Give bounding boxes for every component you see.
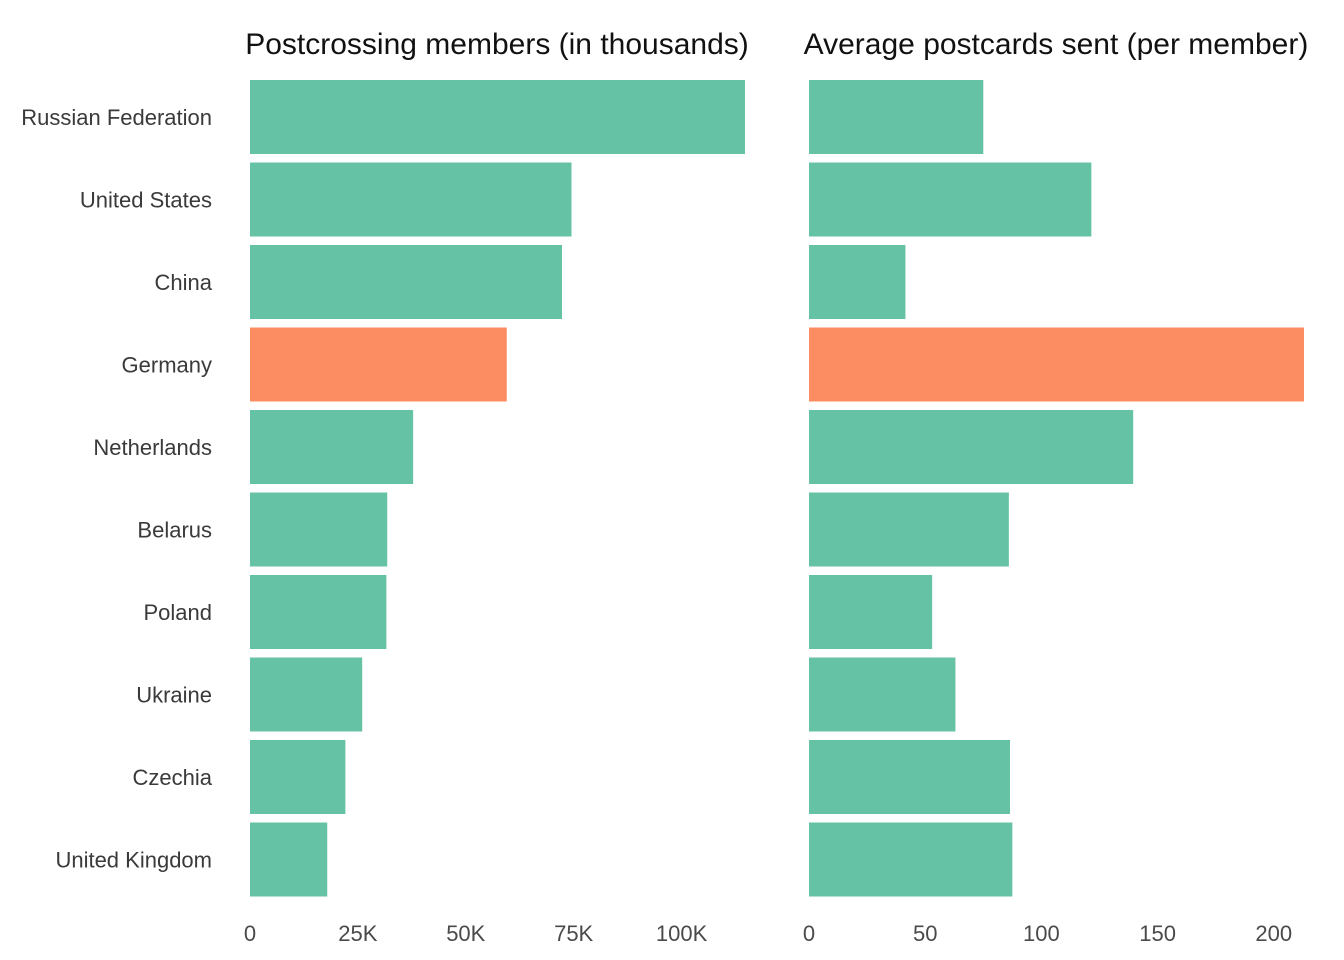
bar-average-ukraine [809,657,956,732]
x-tick-label: 50 [913,921,937,946]
x-tick-label: 100 [1023,921,1060,946]
x-tick-label: 150 [1139,921,1176,946]
category-label-china: China [155,270,213,295]
bar-members-germany [250,327,507,402]
bar-average-china [809,245,906,319]
average-postcards-panel: 0 50 100 150 200 [803,80,1304,946]
bar-average-belarus [809,492,1009,567]
bar-members-ukraine [250,657,363,732]
bar-members-united-kingdom [250,822,328,897]
bar-average-germany [809,327,1304,402]
bar-members-belarus [250,492,388,567]
chart-title-average: Average postcards sent (per member) [804,28,1309,61]
category-label-czechia: Czechia [133,765,213,790]
x-tick-label: 200 [1255,921,1292,946]
category-label-united-kingdom: United Kingdom [55,848,212,873]
bar-average-united-kingdom [809,822,1013,897]
bar-members-czechia [250,740,346,814]
chart-title-members: Postcrossing members (in thousands) [245,28,749,61]
x-tick-label: 0 [803,921,815,946]
x-tick-label: 0 [244,921,256,946]
bar-average-netherlands [809,410,1134,484]
bar-average-poland [809,575,933,649]
bar-average-united-states [809,162,1092,237]
bar-average-russian-federation [809,80,984,154]
x-tick-label: 25K [338,921,377,946]
category-label-belarus: Belarus [137,518,212,543]
x-tick-label: 75K [554,921,593,946]
bar-average-czechia [809,740,1011,814]
bar-members-china [250,245,563,319]
category-label-netherlands: Netherlands [93,435,212,460]
category-label-ukraine: Ukraine [136,683,212,708]
members-panel: 0 25K 50K 75K 100K [244,80,745,946]
bar-members-united-states [250,162,572,237]
bar-members-netherlands [250,410,414,484]
bar-members-russian-federation [250,80,745,154]
bar-members-poland [250,575,387,649]
category-labels: Russian Federation United States China Germ… [21,105,213,873]
x-tick-label: 100K [656,921,708,946]
category-label-russian-federation: Russian Federation [21,105,212,130]
category-label-poland: Poland [143,600,212,625]
x-tick-label: 50K [446,921,485,946]
category-label-united-states: United States [80,188,212,213]
category-label-germany: Germany [122,353,212,378]
